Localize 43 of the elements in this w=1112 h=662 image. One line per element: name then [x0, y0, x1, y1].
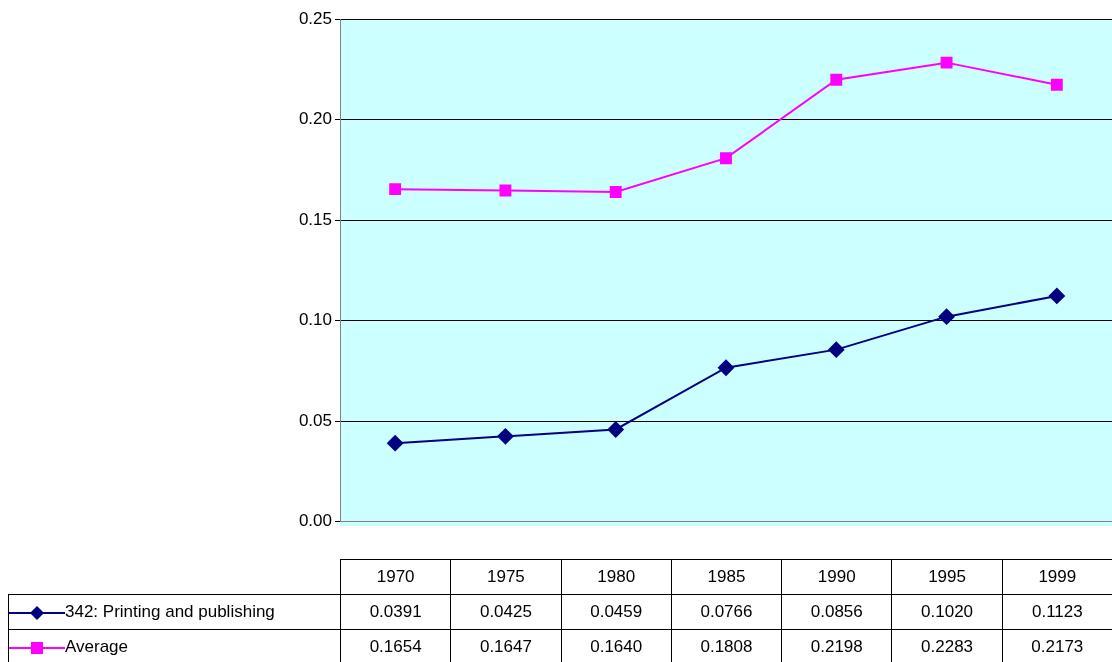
data-label: 0.1640: [561, 629, 672, 662]
point: [830, 73, 843, 86]
legend-label: 342: Printing and publishing: [65, 602, 275, 621]
x-tick-label: 1985: [671, 559, 782, 595]
point: [609, 186, 622, 198]
point: [720, 152, 732, 165]
data-label: 0.1020: [891, 594, 1003, 630]
data-label: 0.0856: [781, 594, 892, 630]
y-tick-label: 0.10: [298, 310, 332, 330]
data-label: 0.1647: [450, 629, 562, 662]
y-tick-label: 0.15: [298, 209, 332, 229]
data-label: 0.0391: [340, 594, 451, 630]
y-tick-label: 0.20: [298, 109, 332, 129]
point: [940, 56, 953, 69]
point: [607, 421, 624, 438]
point: [497, 428, 514, 445]
data-label: 0.0766: [671, 594, 782, 630]
x-tick-label: 1995: [891, 559, 1003, 595]
data-label: 0.1808: [671, 629, 782, 662]
point: [938, 308, 955, 325]
data-label: 0.0459: [561, 594, 672, 630]
point: [718, 359, 734, 376]
data-label: 0.2283: [891, 629, 1003, 662]
x-tick-label: 1975: [450, 559, 562, 595]
x-tick-label: 1980: [561, 559, 672, 595]
point: [1048, 287, 1065, 304]
point: [387, 435, 404, 452]
y-tick-label: 0.25: [298, 8, 332, 28]
point: [389, 183, 402, 196]
x-tick-label: 1970: [340, 559, 451, 595]
data-label: 0.1654: [340, 629, 451, 662]
y-tick-label: 0.00: [298, 511, 332, 531]
x-tick-label: 1990: [781, 559, 892, 595]
point: [1050, 78, 1063, 91]
data-label: 0.2173: [1002, 629, 1112, 662]
point: [828, 341, 845, 358]
data-label: 0.2198: [781, 629, 892, 662]
point: [499, 184, 512, 197]
data-label: 0.1123: [1002, 594, 1112, 630]
y-tick-label: 0.05: [298, 410, 332, 430]
legend-label: Average: [65, 637, 129, 656]
x-tick-label: 1999: [1002, 559, 1112, 595]
data-label: 0.0425: [450, 594, 562, 630]
